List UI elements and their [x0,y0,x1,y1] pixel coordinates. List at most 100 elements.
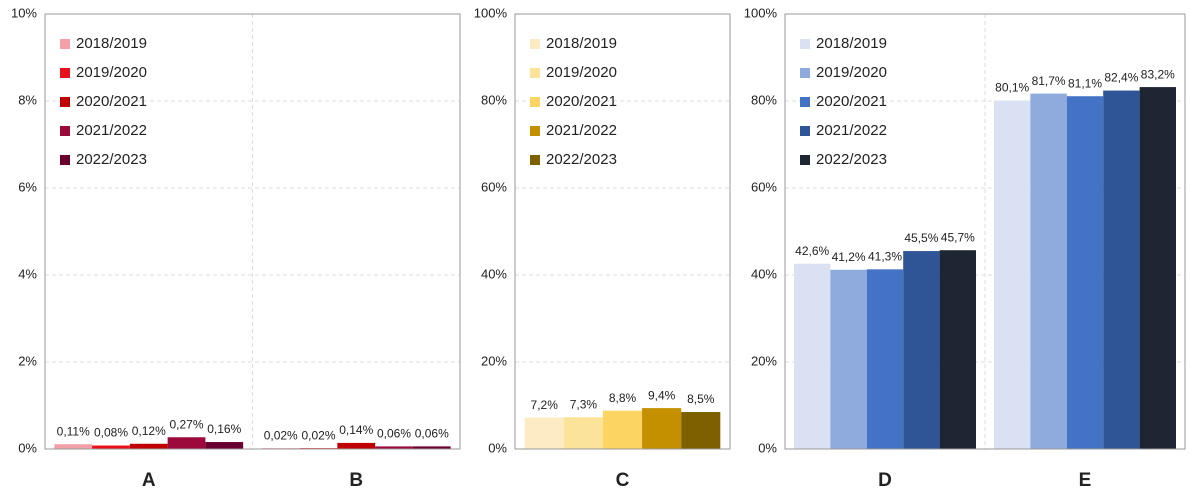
legend-label: 2019/2020 [546,64,617,81]
bar [1139,87,1176,449]
bar [830,269,867,449]
value-label: 81,7% [1032,74,1066,88]
x-tick-label: E [1079,470,1092,491]
y-tick-label: 60% [481,179,507,194]
y-tick-label: 20% [751,353,777,368]
legend-swatch [60,97,70,107]
bar [1066,96,1104,449]
legend-swatch [530,97,540,107]
value-label: 80,1% [995,81,1029,95]
bar [994,100,1031,449]
legend-label: 2022/2023 [546,151,617,168]
y-tick-label: 100% [474,5,508,20]
bar [167,437,206,449]
x-tick-label: B [349,470,363,491]
value-label: 0,14% [339,423,373,437]
bar [1030,93,1067,449]
legend-swatch [800,97,810,107]
value-label: 9,4% [648,388,676,402]
legend-label: 2021/2022 [546,122,617,139]
legend-label: 2019/2020 [816,64,887,81]
legend-label: 2020/2021 [816,93,887,110]
value-label: 0,16% [207,422,241,436]
bar [563,417,603,449]
legend-swatch [60,39,70,49]
bar [903,251,940,449]
legend-label: 2018/2019 [816,35,887,52]
value-label: 0,12% [132,424,166,438]
x-tick-label: D [878,470,892,491]
legend-label: 2018/2019 [546,35,617,52]
value-label: 0,27% [169,417,203,431]
value-label: 0,08% [94,426,128,440]
legend-swatch [530,68,540,78]
y-tick-label: 0% [18,440,37,455]
y-tick-label: 20% [481,353,507,368]
value-label: 0,02% [264,428,298,442]
legend-label: 2019/2020 [76,64,147,81]
y-tick-label: 0% [488,440,507,455]
legend-swatch [530,155,540,165]
value-label: 83,2% [1141,67,1175,81]
legend-label: 2020/2021 [546,93,617,110]
value-label: 41,2% [832,250,866,264]
legend-swatch [530,39,540,49]
value-label: 45,7% [941,230,975,244]
y-tick-label: 10% [11,5,37,20]
bar [866,269,904,449]
plot-frame [784,13,1186,450]
y-tick-label: 6% [18,179,37,194]
value-label: 81,1% [1068,76,1102,90]
legend-swatch [800,155,810,165]
x-tick-label: C [616,470,630,491]
y-tick-label: 80% [751,92,777,107]
value-label: 8,5% [687,392,715,406]
y-tick-label: 2% [18,353,37,368]
bar [939,250,976,449]
value-label: 41,3% [868,250,902,264]
bar [92,445,130,449]
bar [375,446,413,449]
legend-label: 2020/2021 [76,93,147,110]
legend-label: 2021/2022 [76,122,147,139]
value-label: 82,4% [1104,71,1138,85]
value-label: 0,06% [377,427,411,441]
x-tick-label: A [142,470,156,491]
bar [524,417,564,449]
value-label: 8,8% [609,391,637,405]
y-tick-label: 40% [481,266,507,281]
value-label: 45,5% [904,231,938,245]
legend-swatch [60,126,70,136]
legend-label: 2022/2023 [816,151,887,168]
value-label: 7,3% [570,397,598,411]
legend-swatch [60,68,70,78]
legend-label: 2022/2023 [76,151,147,168]
bar [642,408,682,449]
y-tick-label: 8% [18,92,37,107]
plot-frame [44,13,461,450]
y-tick-label: 60% [751,179,777,194]
legend-label: 2021/2022 [816,122,887,139]
bar [681,412,721,449]
value-label: 7,2% [531,398,559,412]
legend-swatch [800,39,810,49]
bar [602,410,643,449]
y-tick-label: 40% [751,266,777,281]
value-label: 0,02% [301,428,335,442]
legend-swatch [800,68,810,78]
y-tick-label: 4% [18,266,37,281]
bar [1103,90,1140,449]
value-label: 0,06% [415,427,449,441]
legend-label: 2018/2019 [76,35,147,52]
bar [412,446,451,449]
y-tick-label: 0% [758,440,777,455]
bar [794,263,831,449]
value-label: 42,6% [795,244,829,258]
bar [54,444,93,449]
y-tick-label: 100% [744,5,778,20]
legend-swatch [530,126,540,136]
value-label: 0,11% [57,424,90,438]
bar [337,442,376,449]
y-tick-label: 80% [481,92,507,107]
